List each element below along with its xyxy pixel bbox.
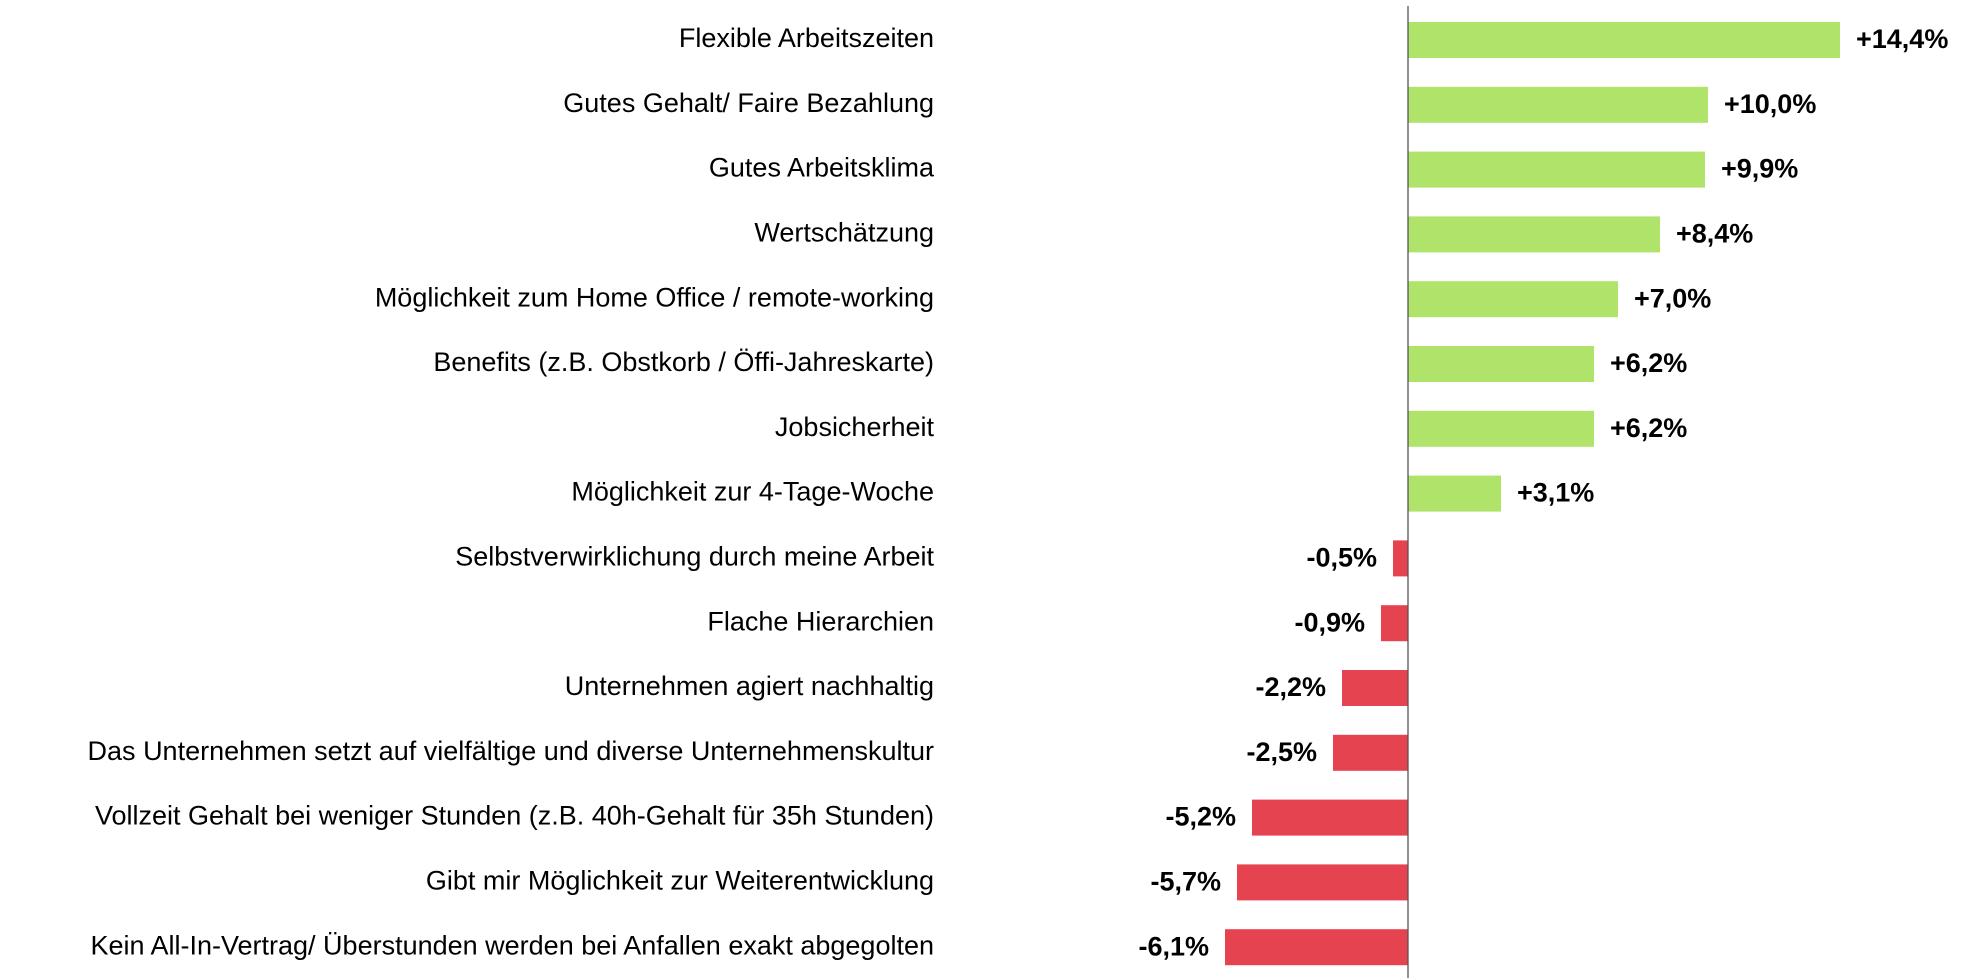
category-label: Jobsicherheit xyxy=(775,412,935,442)
category-label: Gutes Gehalt/ Faire Bezahlung xyxy=(563,88,934,118)
value-label: -0,5% xyxy=(1306,543,1377,573)
bar xyxy=(1408,151,1705,188)
bar xyxy=(1381,605,1408,642)
value-label: -5,2% xyxy=(1165,802,1236,832)
value-label: +6,2% xyxy=(1610,413,1687,443)
bar xyxy=(1408,86,1708,123)
bar xyxy=(1252,799,1408,836)
bar xyxy=(1408,281,1618,318)
bar xyxy=(1408,410,1594,447)
bar xyxy=(1225,929,1408,966)
category-label: Flexible Arbeitszeiten xyxy=(679,23,934,53)
category-label: Gibt mir Möglichkeit zur Weiterentwicklu… xyxy=(426,866,934,896)
value-label: +8,4% xyxy=(1676,219,1753,249)
value-label: +14,4% xyxy=(1856,24,1948,54)
category-label: Möglichkeit zum Home Office / remote-wor… xyxy=(375,282,934,312)
category-label: Unternehmen agiert nachhaltig xyxy=(565,671,934,701)
value-label: -0,9% xyxy=(1294,607,1365,637)
bar xyxy=(1237,864,1408,901)
category-label: Flache Hierarchien xyxy=(707,606,934,636)
value-label: +9,9% xyxy=(1721,154,1798,184)
bar xyxy=(1408,346,1594,382)
value-label: +10,0% xyxy=(1724,89,1816,119)
value-label: +6,2% xyxy=(1610,348,1687,378)
bar xyxy=(1393,540,1408,577)
value-label: -2,5% xyxy=(1246,737,1317,767)
bar xyxy=(1408,22,1840,58)
category-label: Selbstverwirklichung durch meine Arbeit xyxy=(455,542,934,572)
bar xyxy=(1408,475,1501,512)
category-label: Gutes Arbeitsklima xyxy=(709,153,935,183)
value-label: -5,7% xyxy=(1150,867,1221,897)
bar xyxy=(1333,734,1408,771)
bar xyxy=(1408,216,1660,253)
category-label: Wertschätzung xyxy=(754,218,934,248)
category-label: Benefits (z.B. Obstkorb / Öffi-Jahreskar… xyxy=(433,347,934,377)
category-label: Möglichkeit zur 4-Tage-Woche xyxy=(571,477,934,507)
category-label: Kein All-In-Vertrag/ Überstunden werden … xyxy=(90,930,934,960)
value-label: -2,2% xyxy=(1255,672,1326,702)
bar xyxy=(1342,670,1408,706)
value-label: +7,0% xyxy=(1634,283,1711,313)
category-label: Vollzeit Gehalt bei weniger Stunden (z.B… xyxy=(95,801,934,831)
value-label: +3,1% xyxy=(1517,478,1594,508)
category-label: Das Unternehmen setzt auf vielfältige un… xyxy=(88,736,934,766)
value-label: -6,1% xyxy=(1138,931,1209,961)
